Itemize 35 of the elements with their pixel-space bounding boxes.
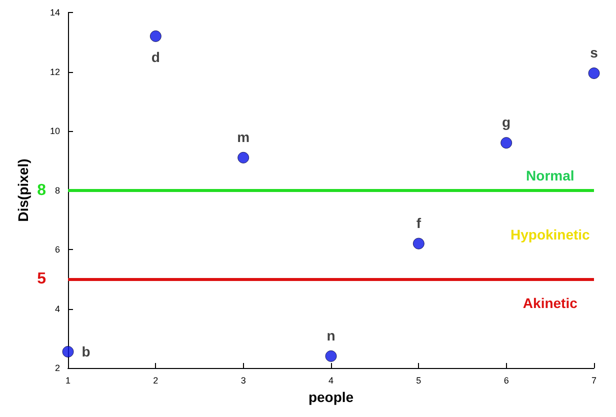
point	[412, 238, 424, 250]
point	[588, 67, 600, 79]
x-tick-label: 1	[65, 376, 71, 386]
data-label: f	[416, 214, 422, 231]
x-tick-label: 7	[591, 376, 597, 386]
x-tick-label: 4	[328, 376, 334, 386]
data-label: m	[237, 128, 250, 145]
data-label: n	[326, 327, 336, 344]
x-tick-label: 3	[240, 376, 246, 386]
point	[325, 350, 337, 362]
data-label: g	[502, 114, 511, 130]
y-tick-label: 6	[54, 244, 60, 254]
ref-line-label: 8	[37, 182, 46, 199]
x-tick-label: 6	[504, 376, 509, 386]
y-tick-label: 2	[54, 363, 60, 373]
point	[62, 346, 74, 358]
y-tick-label: 8	[54, 185, 60, 196]
x-tick-label: 5	[416, 376, 422, 386]
point	[500, 137, 512, 149]
point	[150, 30, 162, 42]
data-label: s	[590, 44, 598, 60]
y-tick-label: 10	[50, 126, 60, 136]
y-tick-label: 12	[50, 66, 60, 77]
y-tick-label: 14	[50, 8, 60, 18]
ref-line-label: 5	[37, 270, 46, 288]
y-axis-title: Dis(pixel)	[15, 158, 31, 222]
data-label: d	[151, 48, 160, 65]
x-tick-label: 2	[153, 376, 158, 386]
annotation: Hypokinetic	[510, 226, 590, 243]
y-tick-label: 4	[54, 304, 60, 314]
x-axis-title: people	[308, 389, 354, 405]
annotation: Normal	[526, 167, 574, 184]
annotation: Akinetic	[522, 294, 578, 311]
data-label: b	[82, 344, 90, 360]
point	[238, 152, 250, 164]
